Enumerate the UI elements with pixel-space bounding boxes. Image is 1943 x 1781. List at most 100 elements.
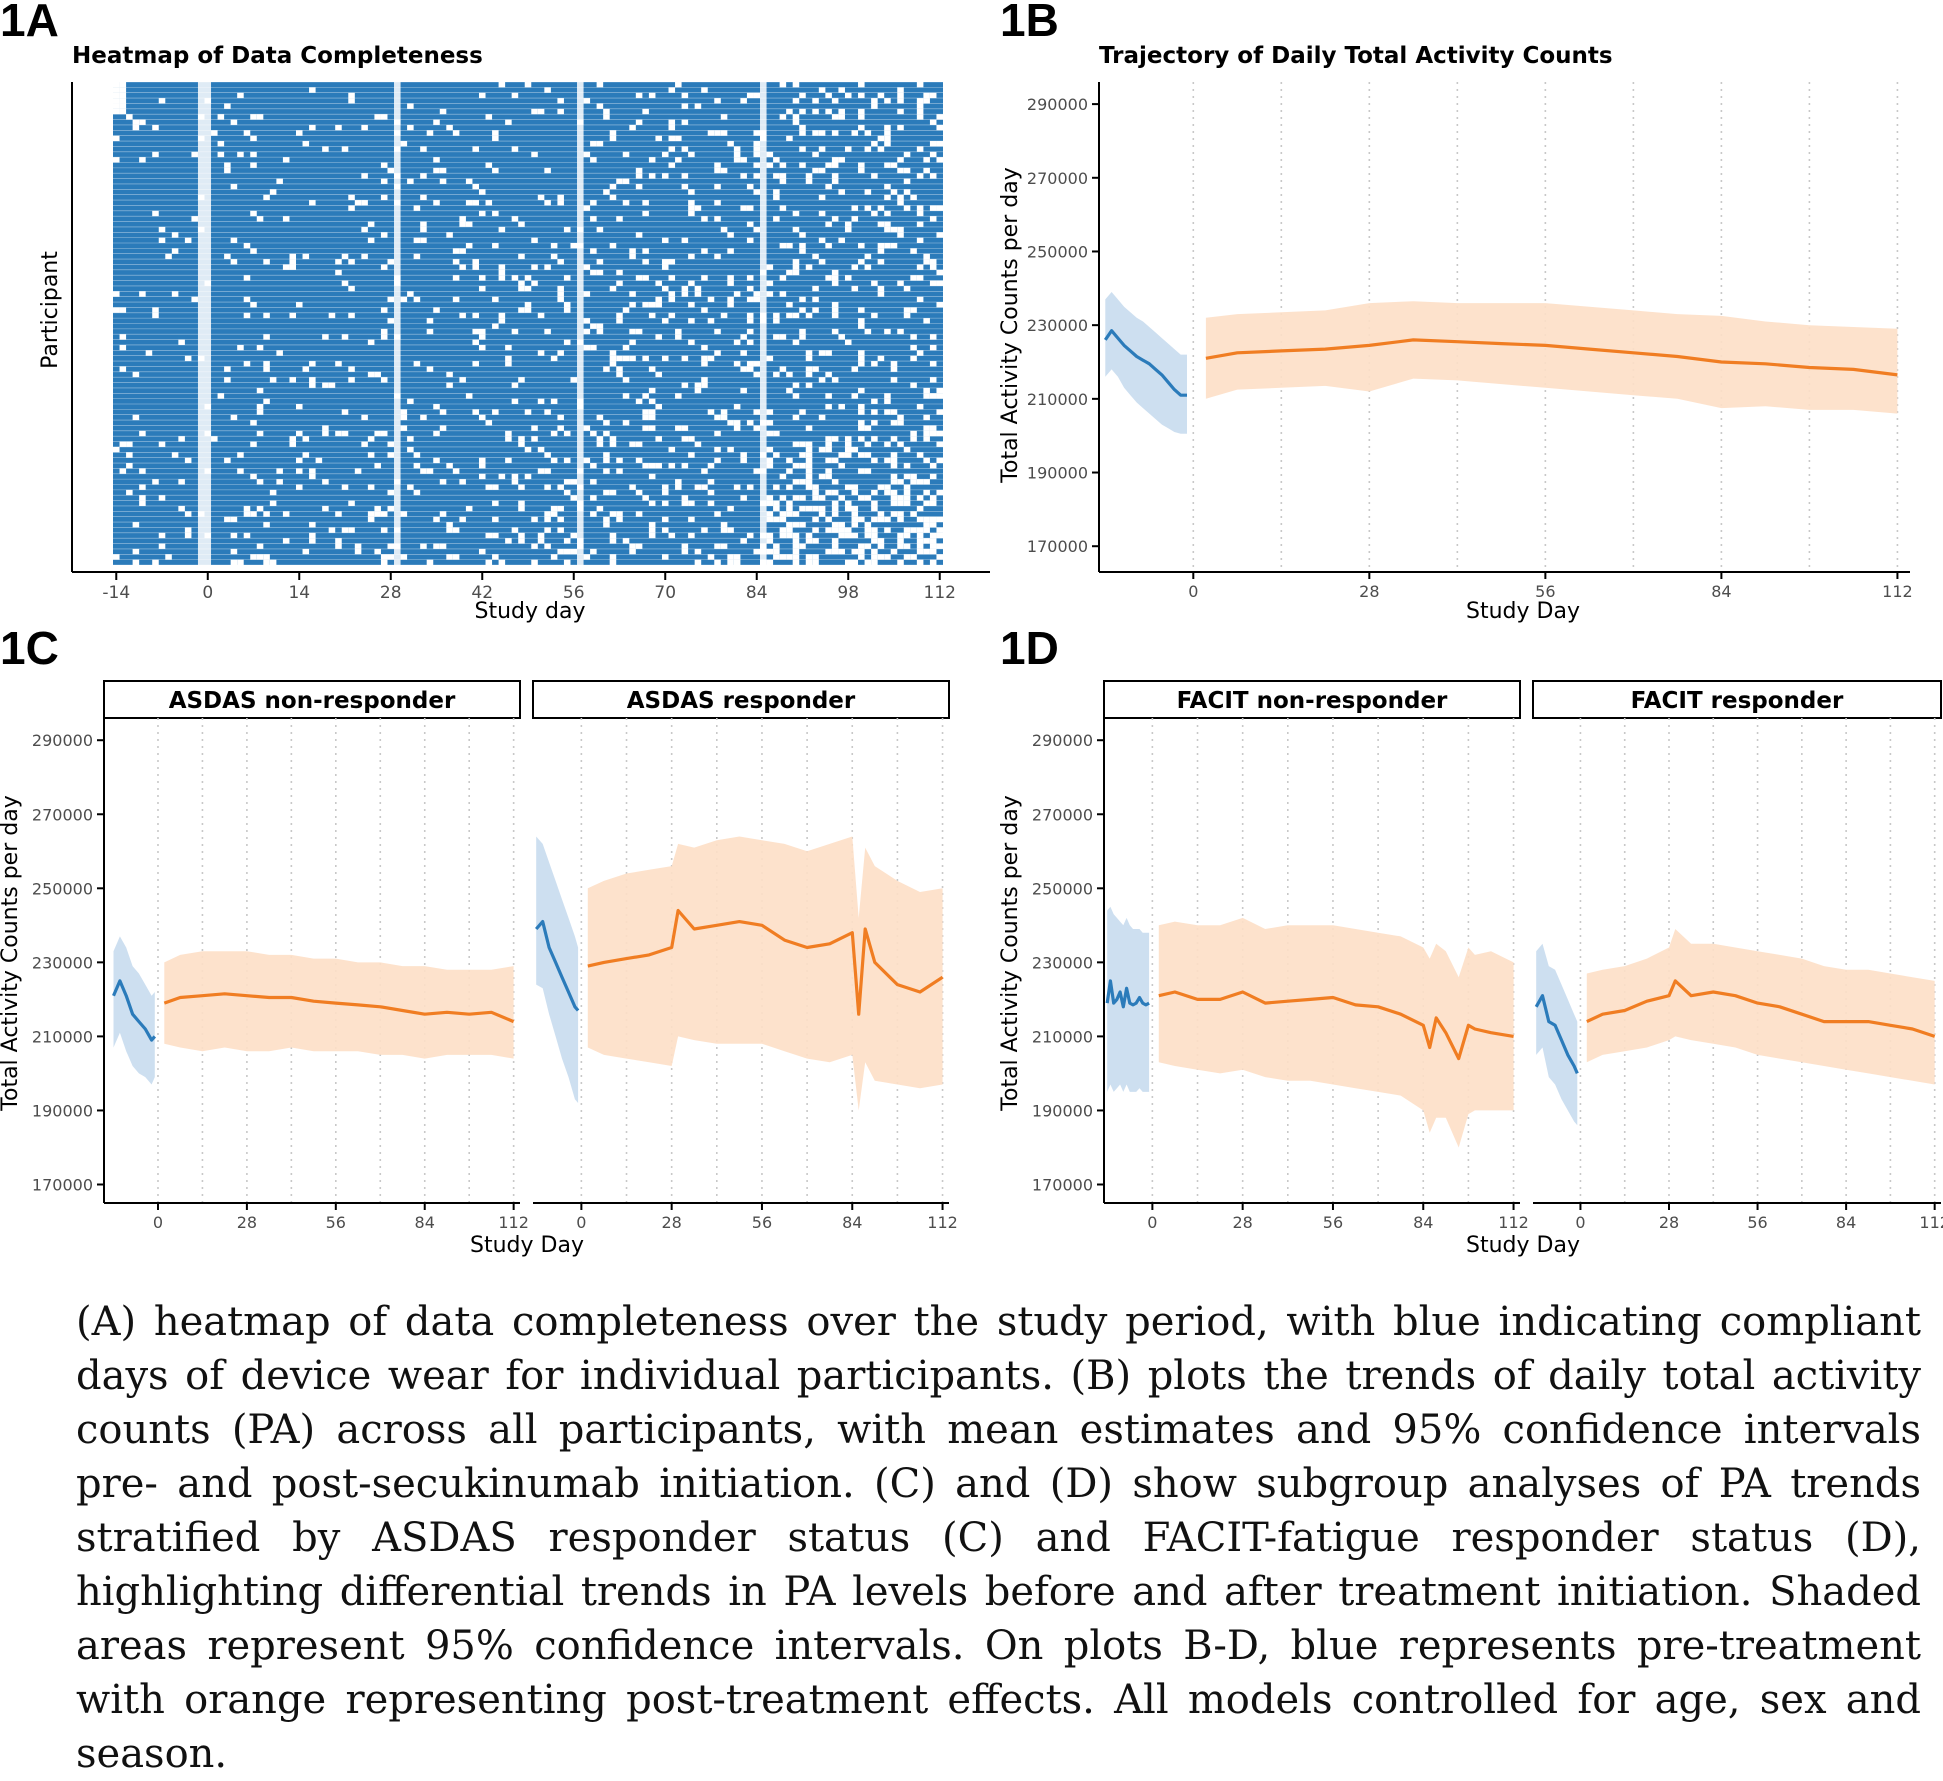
- heatmap-gap: [831, 275, 839, 281]
- heatmap-gap: [348, 285, 355, 292]
- heatmap-gap: [472, 328, 479, 335]
- heatmap-gap: [217, 141, 225, 147]
- heatmap-gap: [727, 446, 734, 453]
- heatmap-gap: [864, 441, 872, 447]
- heatmap-gap: [746, 296, 754, 303]
- heatmap-gap: [799, 232, 806, 238]
- heatmap-gap: [929, 425, 937, 431]
- heatmap-gap: [916, 495, 924, 501]
- heatmap-gap: [858, 162, 865, 168]
- heatmap-gap: [818, 210, 826, 217]
- heatmap-gap: [524, 446, 532, 453]
- heatmap-gap: [838, 548, 845, 555]
- heatmap-gap: [858, 468, 865, 474]
- heatmap-gap: [871, 457, 878, 464]
- heatmap-gap: [753, 548, 761, 555]
- heatmap-gap: [635, 183, 643, 190]
- heatmap-gap: [825, 473, 832, 480]
- heatmap-gap: [701, 355, 708, 362]
- heatmap-gap: [635, 457, 643, 464]
- heatmap-gap: [400, 141, 408, 147]
- heatmap-gap: [871, 559, 878, 565]
- heatmap-gap: [825, 243, 832, 249]
- heatmap-gap: [250, 554, 257, 560]
- heatmap-gap: [844, 532, 852, 539]
- y-tick-label: 190000: [1027, 464, 1088, 483]
- heatmap-gap: [910, 275, 917, 281]
- heatmap-gap: [263, 194, 270, 201]
- heatmap-gap: [818, 130, 826, 136]
- heatmap-gap: [374, 430, 381, 437]
- heatmap-gap: [694, 441, 702, 447]
- heatmap-gap: [531, 516, 538, 523]
- heatmap-gap: [119, 103, 127, 109]
- heatmap-gap: [557, 259, 564, 265]
- heatmap-gap: [648, 398, 656, 404]
- heatmap-gap: [936, 141, 943, 147]
- heatmap-gap: [616, 371, 623, 378]
- heatmap-gap: [851, 516, 859, 523]
- heatmap-gap: [217, 151, 225, 158]
- heatmap-gap: [903, 500, 911, 506]
- heatmap-gap: [596, 269, 604, 276]
- heatmap-gap: [178, 339, 185, 345]
- heatmap-gap: [289, 312, 296, 319]
- heatmap-gap: [825, 404, 832, 410]
- panel-d-strip-right: [1532, 680, 1942, 719]
- heatmap-gap: [825, 516, 832, 523]
- heatmap-gap: [132, 522, 140, 528]
- heatmap-gap: [478, 275, 486, 281]
- heatmap-gap: [792, 479, 800, 485]
- heatmap-gap: [923, 516, 930, 523]
- heatmap-gap: [720, 226, 728, 233]
- heatmap-gap: [897, 543, 904, 549]
- heatmap-gap: [707, 489, 715, 496]
- heatmap-gap: [648, 387, 656, 394]
- heatmap-gap: [407, 398, 414, 404]
- heatmap-gap: [668, 259, 676, 265]
- heatmap-gap: [864, 495, 872, 501]
- heatmap-gap: [740, 366, 747, 372]
- heatmap-gap: [864, 205, 872, 211]
- heatmap-gap: [459, 264, 466, 270]
- heatmap-gap: [923, 425, 930, 431]
- heatmap-gap: [439, 409, 447, 415]
- heatmap-gap: [831, 489, 839, 496]
- heatmap-gap: [740, 173, 747, 179]
- heatmap-gap: [583, 291, 591, 297]
- heatmap-gap: [923, 393, 930, 399]
- heatmap-gap: [668, 87, 676, 93]
- heatmap-gap: [812, 554, 819, 560]
- heatmap-gap: [387, 505, 395, 512]
- heatmap-gap: [433, 200, 440, 206]
- heatmap-gap: [884, 141, 891, 147]
- heatmap-gap: [465, 221, 473, 227]
- x-tick-label: 0: [153, 1213, 163, 1232]
- heatmap-gap: [871, 548, 878, 555]
- heatmap-gap: [426, 366, 434, 372]
- heatmap-gap: [720, 114, 728, 120]
- heatmap-gap: [773, 318, 780, 324]
- heatmap-gap: [858, 355, 865, 362]
- heatmap-gap: [864, 543, 872, 549]
- heatmap-gap: [119, 344, 127, 351]
- heatmap-gap: [792, 511, 800, 517]
- heatmap-gap: [831, 436, 839, 442]
- heatmap-gap: [675, 328, 682, 335]
- heatmap-gap: [380, 554, 388, 560]
- heatmap-gap: [916, 404, 924, 410]
- heatmap-gap: [929, 430, 937, 437]
- heatmap-gap: [616, 269, 623, 276]
- heatmap-gap: [831, 98, 839, 104]
- heatmap-gap: [884, 243, 891, 249]
- heatmap-gap: [224, 103, 231, 109]
- heatmap-gap: [805, 473, 813, 480]
- heatmap-gap: [707, 554, 715, 560]
- heatmap-gap: [694, 291, 702, 297]
- heatmap-gap: [779, 532, 787, 539]
- y-tick-label: 230000: [32, 953, 93, 972]
- heatmap-gap: [890, 366, 898, 372]
- heatmap-gap: [903, 463, 911, 469]
- heatmap-gap: [590, 269, 597, 276]
- heatmap-gap: [256, 344, 264, 351]
